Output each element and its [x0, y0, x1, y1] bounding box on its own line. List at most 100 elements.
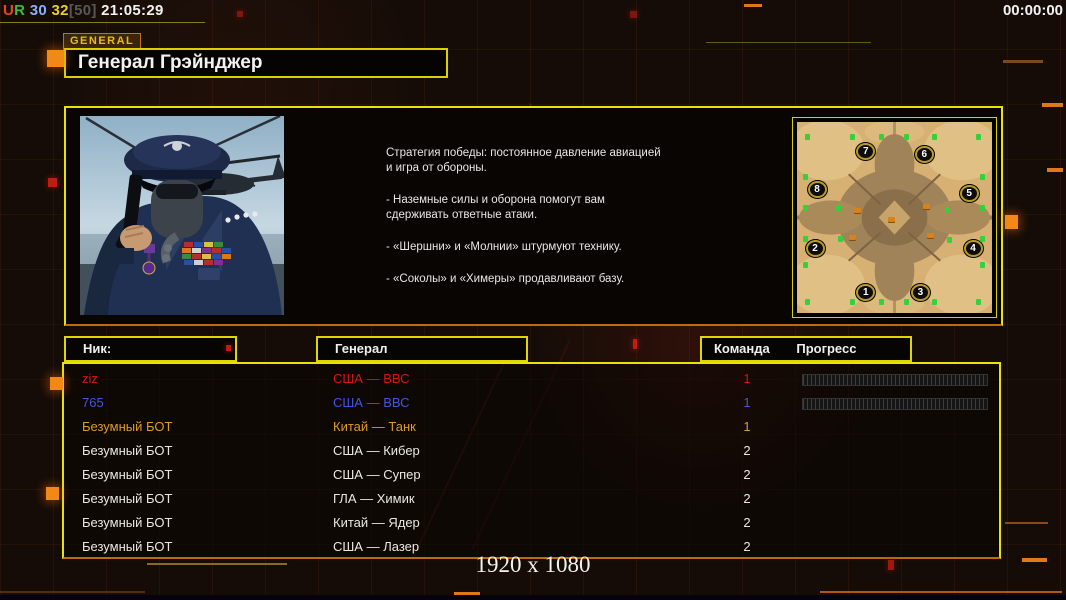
- start-position-marker: 8: [807, 180, 827, 198]
- supply-dot: [802, 174, 808, 181]
- column-header-progress: Прогресс: [796, 341, 857, 356]
- player-row: Безумный БОТ Китай — Ядер 2: [64, 511, 999, 535]
- player-general: Китай — Ядер: [333, 515, 420, 530]
- supply-dot: [878, 298, 884, 305]
- tech-building-dot: [854, 207, 862, 213]
- players-table-body: ziz США — ВВС 1 765 США — ВВС 1 Безумный БОТ Ки…: [64, 367, 999, 559]
- player-general: США — Кибер: [333, 443, 420, 458]
- player-row: ziz США — ВВС 1: [64, 367, 999, 391]
- player-row: Безумный БОТ США — Кибер 2: [64, 439, 999, 463]
- supply-dot: [837, 235, 843, 242]
- supply-dot: [804, 134, 810, 141]
- supply-dot: [904, 298, 910, 305]
- general-name-box: Генерал Грэйнджер: [64, 48, 448, 78]
- strategy-text: Стратегия победы: постоянное давление ав…: [386, 146, 726, 304]
- supply-dot: [947, 237, 953, 244]
- tech-building-dot: [887, 217, 895, 223]
- decor-square: [50, 377, 63, 390]
- decor-line: [1003, 60, 1043, 63]
- start-position-marker: 3: [910, 283, 930, 301]
- player-team: 2: [743, 539, 751, 554]
- supply-dot: [904, 134, 910, 141]
- decor-line: [147, 563, 287, 565]
- progress-bar: [802, 374, 988, 386]
- decor-line: [744, 4, 762, 7]
- minimap-overlay: 1 2 3 4 5 6 7 8: [797, 122, 992, 313]
- minimap-terrain: 1 2 3 4 5 6 7 8: [789, 119, 1000, 316]
- player-row: Безумный БОТ США — Супер 2: [64, 463, 999, 487]
- player-team: 1: [743, 395, 751, 410]
- players-table: ziz США — ВВС 1 765 США — ВВС 1 Безумный БОТ Ки…: [62, 362, 1001, 559]
- column-header-general: Генерал: [316, 336, 528, 362]
- player-nick: Безумный БОТ: [82, 419, 173, 434]
- start-position-marker: 7: [856, 142, 876, 160]
- map-preview: 1 2 3 4 5 6 7 8: [789, 117, 1000, 318]
- player-general: Китай — Танк: [333, 419, 416, 434]
- status-segment: 32: [47, 2, 69, 19]
- supply-dot: [835, 204, 841, 211]
- supply-dot: [976, 134, 982, 141]
- player-row: Безумный БОТ США — Лазер 2: [64, 535, 999, 559]
- player-nick: 765: [82, 395, 104, 410]
- decor-line: [820, 591, 1062, 593]
- general-info-panel: Стратегия победы: постоянное давление ав…: [64, 106, 1003, 326]
- column-header-team-progress: Команда Прогресс: [700, 336, 912, 362]
- portrait-illustration: [80, 116, 284, 315]
- resolution-label: 1920 x 1080: [475, 552, 591, 577]
- supply-dot: [931, 298, 937, 305]
- status-segment: U: [3, 2, 15, 19]
- progress-bar: [802, 398, 988, 410]
- column-header-team: Команда: [714, 341, 770, 356]
- supply-dot: [980, 262, 986, 269]
- supply-dot: [945, 206, 951, 213]
- decor-line: [1005, 522, 1048, 524]
- decor-line: [454, 592, 480, 595]
- status-segment: R: [14, 2, 26, 19]
- player-nick: Безумный БОТ: [82, 443, 173, 458]
- start-position-marker: 5: [959, 184, 979, 202]
- supply-dot: [976, 298, 982, 305]
- decor-square: [226, 345, 231, 351]
- bottom-strip: [0, 595, 1066, 600]
- player-row: Безумный БОТ ГЛА — Химик 2: [64, 487, 999, 511]
- decor-line: [1042, 103, 1063, 107]
- match-timer: 00:00:00: [1002, 2, 1063, 19]
- strategy-paragraph: - «Соколы» и «Химеры» продавливают базу.: [386, 273, 625, 285]
- decor-square: [888, 560, 894, 570]
- decor-line: [706, 42, 871, 43]
- player-team: 2: [743, 443, 751, 458]
- player-general: США — ВВС: [333, 371, 410, 386]
- decor-line: [0, 591, 145, 593]
- player-general: США — ВВС: [333, 395, 410, 410]
- strategy-paragraph: Стратегия победы: постоянное давление ав…: [386, 147, 661, 174]
- player-general: США — Лазер: [333, 539, 420, 554]
- supply-dot: [802, 262, 808, 269]
- decor-line: [1047, 168, 1063, 172]
- player-team: 1: [743, 371, 751, 386]
- decor-square: [47, 50, 64, 67]
- decor-square: [1005, 215, 1018, 229]
- supply-dot: [849, 298, 855, 305]
- start-position-marker: 2: [805, 240, 825, 258]
- supply-dot: [931, 134, 937, 141]
- player-team: 2: [743, 491, 751, 506]
- player-team: 1: [743, 419, 751, 434]
- tech-building-dot: [848, 234, 856, 240]
- decor-square: [633, 339, 637, 349]
- player-nick: ziz: [82, 371, 98, 386]
- general-portrait: [80, 116, 284, 315]
- supply-dot: [980, 204, 986, 211]
- player-general: ГЛА — Химик: [333, 491, 415, 506]
- player-team: 2: [743, 467, 751, 482]
- player-nick: Безумный БОТ: [82, 515, 173, 530]
- supply-dot: [804, 298, 810, 305]
- player-nick: Безумный БОТ: [82, 539, 173, 554]
- player-nick: Безумный БОТ: [82, 467, 173, 482]
- decor-square: [46, 487, 59, 500]
- status-segment: 30: [25, 2, 48, 19]
- tech-building-dot: [922, 204, 930, 210]
- medal-ribbons: [182, 242, 231, 280]
- decor-square: [48, 178, 57, 187]
- player-row: 765 США — ВВС 1: [64, 391, 999, 415]
